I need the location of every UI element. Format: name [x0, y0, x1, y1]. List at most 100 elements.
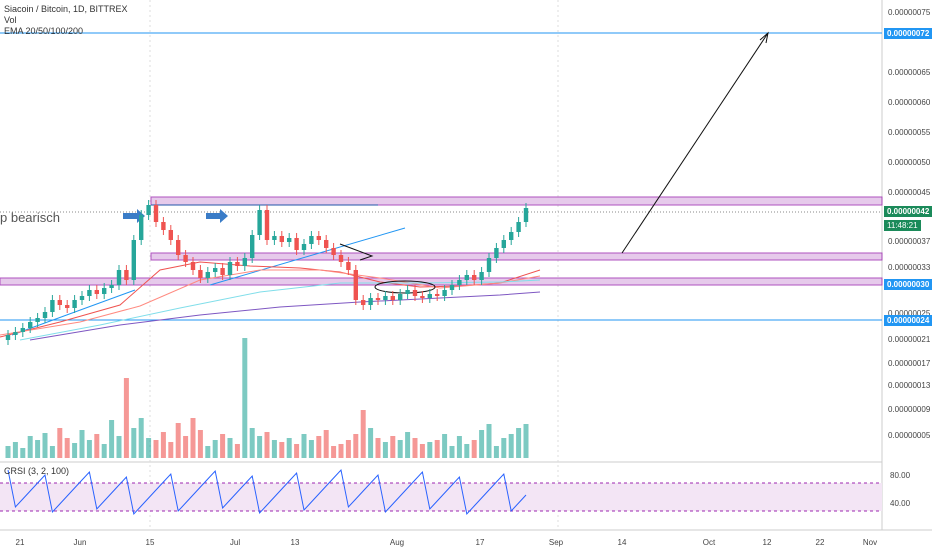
candle-body — [301, 244, 307, 250]
chart-legend: Siacoin / Bitcoin, 1D, BITTREX Vol EMA 2… — [4, 4, 128, 37]
volume-label[interactable]: Vol — [4, 15, 17, 25]
volume-bar — [116, 436, 122, 458]
candle-body — [509, 232, 514, 240]
volume-bar — [153, 440, 159, 458]
candle-body — [220, 268, 225, 275]
volume-bar — [146, 438, 152, 458]
volume-bar — [109, 420, 115, 458]
candle-body — [109, 285, 114, 288]
volume-bar — [86, 440, 92, 458]
volume-bar — [20, 448, 26, 458]
ema-200 — [29, 291, 541, 341]
volume-bar — [168, 442, 174, 458]
volume-bar — [64, 438, 70, 458]
price-axis-label: 0.00000050 — [888, 158, 931, 167]
volume-bar — [301, 434, 307, 458]
volume-bar — [257, 436, 263, 458]
annotation-text: p bearisch — [0, 210, 60, 225]
candle-body — [486, 258, 492, 272]
candle-body — [205, 272, 210, 278]
volume-bar — [190, 418, 196, 458]
candle-body — [272, 236, 277, 240]
resistance-zone — [150, 252, 883, 261]
volume-bar — [405, 432, 411, 458]
date-axis-label: 22 — [815, 538, 825, 547]
candle-body — [435, 294, 440, 296]
volume-bar — [94, 434, 100, 458]
candle-body — [116, 270, 122, 285]
candle-body — [449, 285, 455, 290]
candle-body — [131, 240, 136, 280]
price-axis-label: 0.00000037 — [888, 237, 931, 246]
date-axis-label: 13 — [290, 538, 300, 547]
candle-body — [20, 328, 25, 332]
volume-bar — [479, 430, 485, 458]
candle-body — [523, 208, 529, 222]
price-tag-support1: 0.00000030 — [884, 279, 932, 290]
trend-line-lower — [11, 289, 136, 336]
candle-body — [405, 290, 410, 294]
candle-body — [198, 270, 203, 278]
price-axis-label: 0.00000013 — [888, 381, 931, 390]
candle-body — [412, 290, 418, 296]
volume-bar — [456, 436, 462, 458]
candle-body — [190, 262, 196, 270]
ema-label[interactable]: EMA 20/50/100/200 — [4, 26, 84, 36]
volume-bar — [123, 378, 129, 458]
volume-bar — [516, 428, 522, 458]
volume-bar — [382, 442, 388, 458]
volume-bar — [434, 440, 440, 458]
symbol-title[interactable]: Siacoin / Bitcoin, 1D, BITTREX — [4, 4, 128, 14]
volume-bar — [390, 436, 396, 458]
candle-body — [72, 300, 77, 308]
volume-bar — [271, 440, 277, 458]
projection-arrow-head — [759, 31, 769, 44]
volume-bar — [249, 428, 255, 458]
right-arrow-icon — [206, 209, 228, 223]
candle-body — [420, 296, 425, 298]
candle-body — [516, 222, 521, 232]
candle-body — [250, 235, 255, 258]
countdown-tag: 11:48:21 — [884, 220, 921, 231]
candle-body — [368, 298, 373, 305]
volume-bar — [175, 423, 181, 458]
candle-body — [87, 290, 92, 296]
volume-bar — [308, 440, 314, 458]
volume-bar — [242, 338, 248, 458]
candle-body — [124, 270, 129, 280]
price-axis-label: 0.00000005 — [888, 431, 931, 440]
candle-body — [287, 238, 292, 242]
price-axis-label: 0.00000055 — [888, 128, 931, 137]
candle-body — [427, 294, 432, 298]
volume-bar — [12, 442, 18, 458]
rsi-line — [7, 468, 527, 516]
candle-body — [501, 240, 506, 248]
candle-body — [353, 270, 358, 300]
volume-bar — [397, 440, 403, 458]
candle-body — [13, 332, 18, 335]
candle-body — [183, 255, 188, 262]
volume-bar — [279, 442, 285, 458]
candle-body — [5, 335, 11, 340]
rsi-axis-label: 80.00 — [890, 471, 911, 480]
volume-bar — [205, 446, 211, 458]
price-axis-label: 0.00000025 — [888, 309, 931, 318]
volume-bar — [49, 446, 55, 458]
volume-bar — [368, 428, 374, 458]
candle-body — [309, 236, 314, 244]
volume-bar — [27, 436, 33, 458]
volume-bar — [464, 444, 470, 458]
volume-bar — [212, 440, 218, 458]
date-axis-label: Oct — [702, 538, 716, 547]
price-axis-label: 0.00000021 — [888, 335, 931, 344]
volume-bar — [493, 446, 499, 458]
rsi-label[interactable]: CRSI (3, 2, 100) — [4, 466, 70, 476]
date-axis-label: Sep — [548, 538, 564, 547]
candle-body — [479, 272, 484, 280]
candle-body — [213, 268, 218, 272]
rsi-axis-label: 40.00 — [890, 499, 911, 508]
support-zone — [0, 277, 883, 286]
volume-bar — [419, 444, 425, 458]
volume-bar — [316, 436, 322, 458]
